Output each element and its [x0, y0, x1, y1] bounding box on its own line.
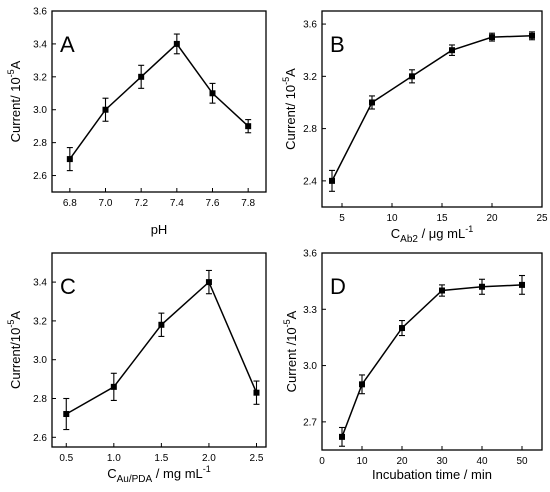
data-point	[449, 47, 455, 54]
y-axis-label: Current/ 10-5A	[281, 68, 298, 150]
x-tick-label: 0	[319, 456, 325, 467]
x-axis-label: pH	[151, 222, 168, 237]
x-tick-label: 10	[356, 456, 368, 467]
x-tick-label: 15	[436, 213, 448, 224]
y-tick-label: 3.2	[33, 316, 47, 327]
data-point	[173, 40, 180, 47]
data-point	[359, 381, 365, 388]
y-tick-label: 2.8	[33, 138, 47, 149]
x-tick-label: 1.5	[154, 453, 168, 464]
panel-letter: D	[330, 274, 346, 299]
x-tick-label: 20	[396, 456, 408, 467]
data-point	[529, 32, 535, 39]
panel-letter: A	[60, 32, 75, 57]
y-tick-label: 2.6	[33, 433, 47, 444]
panel-letter: C	[60, 274, 76, 299]
x-tick-label: 0.5	[59, 453, 73, 464]
panel-d: 0 10 20 30 40 50 2.7 3.0 3.3 3.6 D Incubation time …	[282, 249, 543, 482]
x-tick-label: 7.2	[134, 198, 148, 209]
data-point	[253, 389, 260, 396]
x-tick-label: 7.4	[170, 198, 184, 209]
x-tick-label: 30	[436, 456, 448, 467]
plot-frame	[321, 252, 543, 451]
series-line	[341, 284, 523, 438]
y-tick-label: 2.7	[303, 417, 317, 428]
panel-a: 6.8 7.0 7.2 7.4 7.6 7.8 2.6 2.8 3.0 3.2 3.4 3.6 ApH C…	[6, 7, 267, 237]
y-tick-label: 3.6	[303, 249, 317, 260]
data-point	[439, 287, 445, 294]
y-tick-label: 3.6	[303, 20, 317, 31]
data-point	[339, 433, 345, 440]
data-point	[479, 283, 485, 290]
x-tick-label: 10	[386, 213, 398, 224]
x-tick-label: 5	[339, 213, 345, 224]
x-tick-label: 2.5	[250, 453, 264, 464]
data-point	[329, 177, 335, 184]
panel-b: 5 10 15 20 25 2.4 2.8 3.2 3.6 B CAb2 / μg mL-1 Curr…	[281, 10, 548, 245]
x-tick-label: 50	[516, 456, 528, 467]
data-point	[110, 383, 117, 390]
plot-frame	[321, 10, 543, 208]
plot-frame	[51, 252, 267, 448]
y-tick-label: 2.6	[33, 171, 47, 182]
x-axis-label: Incubation time / min	[372, 467, 492, 482]
data-point	[205, 279, 212, 286]
x-axis-label: CAb2 / μg mL-1	[391, 224, 473, 245]
data-point	[158, 321, 165, 328]
data-point	[63, 411, 70, 418]
plot-frame	[51, 10, 267, 193]
y-tick-label: 3.2	[303, 72, 317, 83]
y-tick-label: 3.6	[33, 7, 47, 18]
x-tick-label: 2.0	[202, 453, 216, 464]
data-point	[245, 123, 252, 130]
y-tick-label: 3.4	[33, 278, 47, 289]
x-axis-label: CAu/PDA / mg mL-1	[107, 464, 211, 485]
x-tick-label: 7.0	[99, 198, 113, 209]
y-tick-label: 3.3	[303, 305, 317, 316]
data-point	[399, 325, 405, 332]
panel-letter: B	[330, 32, 345, 57]
y-tick-label: 3.0	[303, 361, 317, 372]
data-point	[369, 99, 375, 106]
series-line	[69, 42, 249, 160]
y-axis-label: Current/ 10-5A	[6, 60, 23, 142]
y-tick-label: 3.4	[33, 39, 47, 50]
panel-c: 0.5 1.0 1.5 2.0 2.5 2.6 2.8 3.0 3.2 3.4 C CAu/PDA /…	[6, 252, 267, 485]
y-tick-label: 3.0	[33, 355, 47, 366]
series-line	[331, 35, 533, 182]
x-tick-label: 25	[536, 213, 548, 224]
x-tick-label: 7.8	[241, 198, 255, 209]
y-tick-label: 2.8	[33, 394, 47, 405]
data-point	[209, 90, 216, 97]
x-tick-label: 7.6	[206, 198, 220, 209]
y-tick-label: 3.2	[33, 72, 47, 83]
x-tick-label: 6.8	[63, 198, 77, 209]
y-tick-label: 3.0	[33, 105, 47, 116]
x-tick-label: 40	[476, 456, 488, 467]
data-point	[409, 73, 415, 80]
x-tick-label: 1.0	[107, 453, 121, 464]
data-point	[102, 106, 109, 113]
data-point	[489, 34, 495, 41]
y-tick-label: 2.4	[303, 176, 317, 187]
series-line	[65, 280, 258, 415]
y-axis-label: Current/10-5A	[6, 311, 23, 389]
data-point	[66, 156, 73, 163]
x-tick-label: 20	[486, 213, 498, 224]
y-axis-label: Current /10-5A	[282, 310, 299, 392]
data-point	[519, 281, 525, 288]
data-point	[138, 73, 145, 80]
y-tick-label: 2.8	[303, 124, 317, 135]
